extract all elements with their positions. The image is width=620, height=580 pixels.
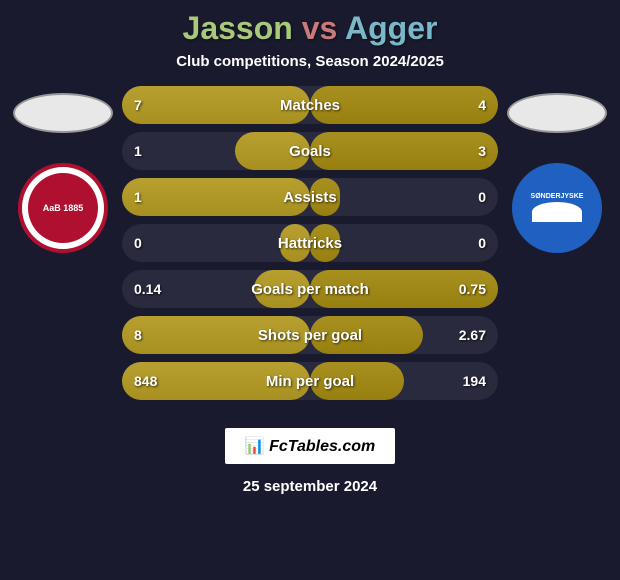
player1-club-logo: AaB 1885: [18, 163, 108, 253]
stat-row: 8 Shots per goal 2.67: [122, 316, 498, 354]
stat-bars: 7 Matches 4 1 Goals 3 1 Assists 0 0 Hattricks 0 0.14…: [118, 78, 502, 416]
footer: FcTables.com 25 september 2024: [0, 428, 620, 495]
club-logo-text: AaB 1885: [28, 173, 98, 243]
stat-label: Shots per goal: [258, 327, 362, 344]
stat-value-right: 0: [478, 235, 486, 251]
stat-row: 848 Min per goal 194: [122, 362, 498, 400]
right-side: SØNDERJYSKE: [502, 78, 612, 253]
stat-value-left: 1: [134, 143, 142, 159]
stat-value-right: 0.75: [459, 281, 486, 297]
bar-right: [310, 132, 498, 170]
stat-value-left: 1: [134, 189, 142, 205]
stat-row: 1 Assists 0: [122, 178, 498, 216]
player1-face-placeholder: [13, 93, 113, 133]
stat-row: 7 Matches 4: [122, 86, 498, 124]
left-side: AaB 1885: [8, 78, 118, 253]
stat-label: Hattricks: [278, 235, 342, 252]
stat-value-left: 7: [134, 97, 142, 113]
date-text: 25 september 2024: [0, 478, 620, 495]
logo-wave-icon: [532, 202, 582, 222]
stat-value-left: 848: [134, 373, 157, 389]
stat-label: Goals: [289, 143, 331, 160]
vs-text: vs: [302, 10, 338, 46]
header: Jasson vs Agger Club competitions, Seaso…: [0, 10, 620, 70]
stat-value-right: 0: [478, 189, 486, 205]
subtitle: Club competitions, Season 2024/2025: [0, 53, 620, 70]
player2-face-placeholder: [507, 93, 607, 133]
bar-left: [122, 178, 310, 216]
stat-label: Assists: [283, 189, 336, 206]
stat-label: Matches: [280, 97, 340, 114]
player1-name: Jasson: [183, 10, 293, 46]
comparison-card: Jasson vs Agger Club competitions, Seaso…: [0, 0, 620, 580]
stat-value-right: 3: [478, 143, 486, 159]
body: AaB 1885 7 Matches 4 1 Goals 3 1 Assists 0 0 Hattr…: [0, 78, 620, 416]
brand-badge: FcTables.com: [225, 428, 395, 464]
stat-row: 1 Goals 3: [122, 132, 498, 170]
stat-value-left: 0: [134, 235, 142, 251]
stat-value-right: 2.67: [459, 327, 486, 343]
club-logo-text-top: SØNDERJYSKE: [531, 193, 584, 200]
stat-value-right: 4: [478, 97, 486, 113]
stat-row: 0.14 Goals per match 0.75: [122, 270, 498, 308]
stat-value-right: 194: [463, 373, 486, 389]
player2-club-logo: SØNDERJYSKE: [512, 163, 602, 253]
player2-name: Agger: [345, 10, 437, 46]
stat-label: Goals per match: [251, 281, 369, 298]
stat-row: 0 Hattricks 0: [122, 224, 498, 262]
stat-label: Min per goal: [266, 373, 354, 390]
stat-value-left: 0.14: [134, 281, 161, 297]
stat-value-left: 8: [134, 327, 142, 343]
title: Jasson vs Agger: [0, 10, 620, 47]
